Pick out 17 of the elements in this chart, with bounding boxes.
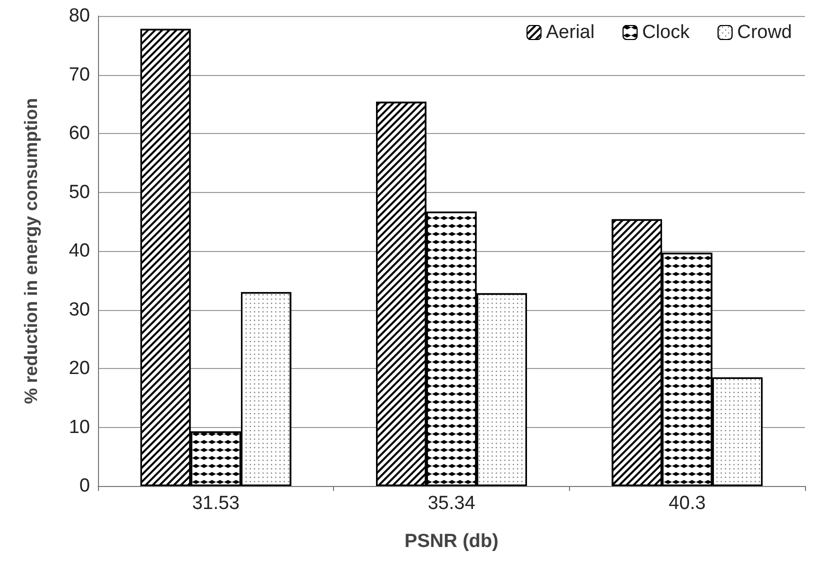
x-tick-label: 31.53 <box>192 493 240 514</box>
y-tick-label: 0 <box>79 476 90 496</box>
y-tick-label: 20 <box>68 358 90 379</box>
y-tick-label: 70 <box>68 64 90 86</box>
x-tick-label: 35.34 <box>428 493 476 514</box>
y-tick-label: 60 <box>68 123 90 144</box>
y-tick-label: 30 <box>68 299 90 320</box>
y-tick-label: 50 <box>68 182 90 203</box>
x-tick-label: 40.3 <box>668 493 706 514</box>
x-axis-title: PSNR (db) <box>404 531 498 552</box>
legend-label: Crowd <box>737 22 792 43</box>
legend-label: Aerial <box>546 22 595 43</box>
y-tick-label: 80 <box>68 6 90 26</box>
y-tick-label: 10 <box>68 416 90 438</box>
legend-label: Clock <box>642 22 690 43</box>
y-axis-title: % reduction in energy consumption <box>21 98 41 404</box>
y-tick-label: 40 <box>68 240 90 262</box>
